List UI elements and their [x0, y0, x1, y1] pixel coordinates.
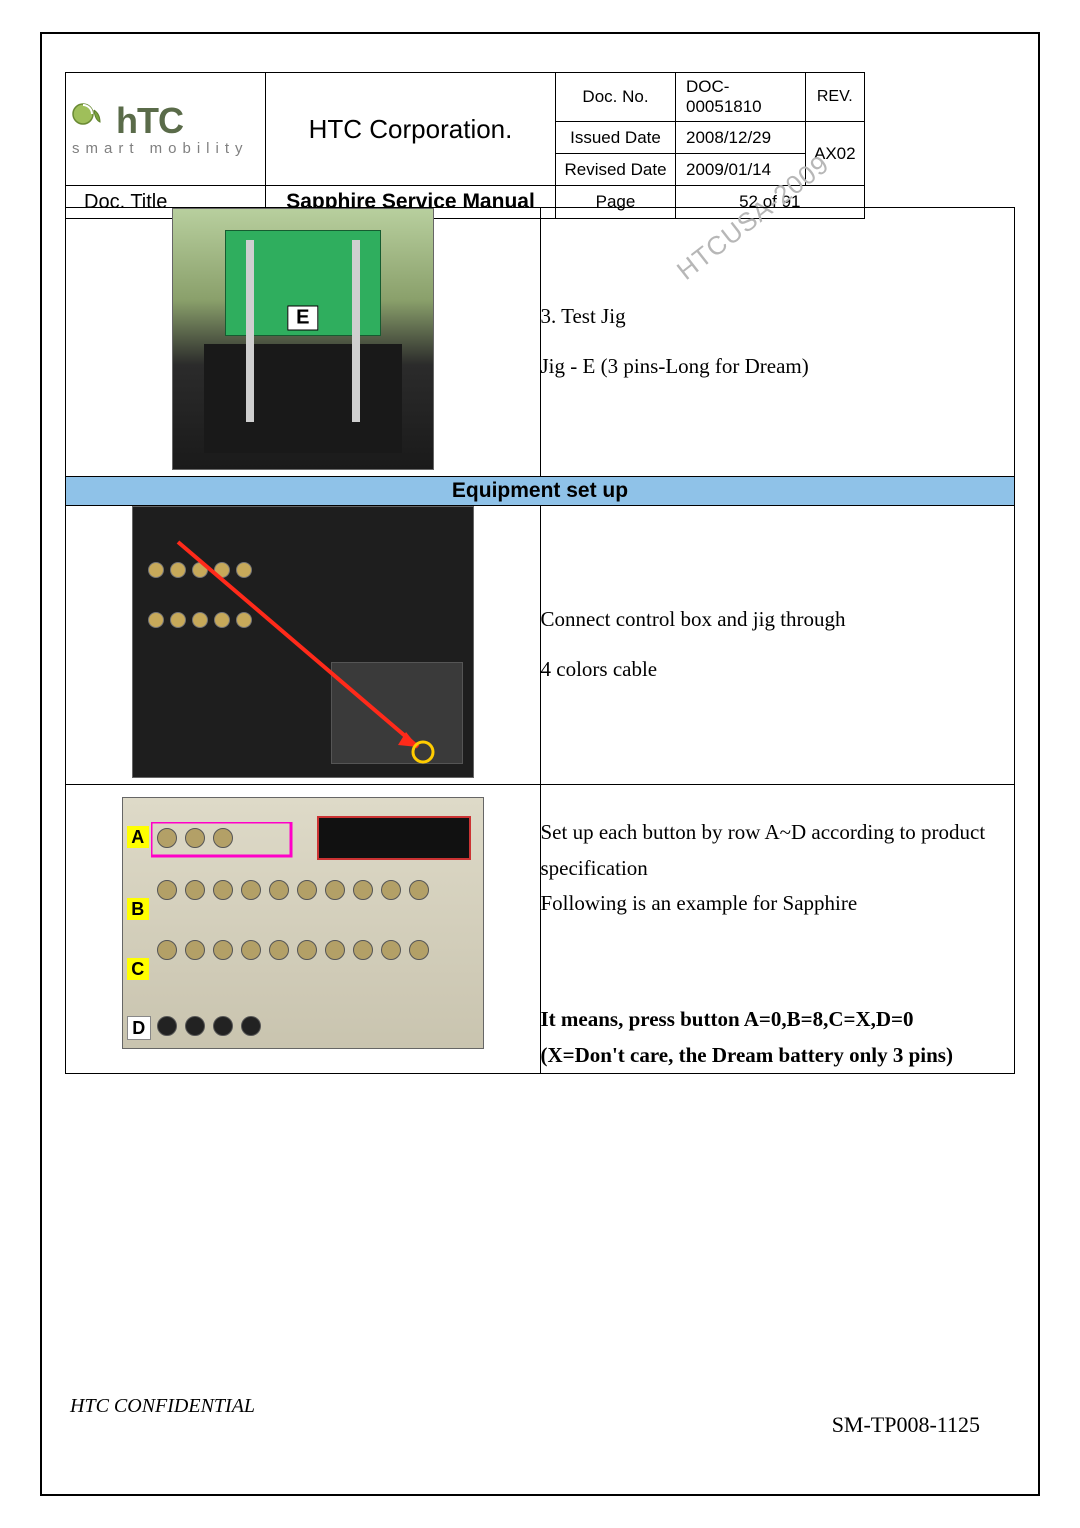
rev-value: AX02 [806, 122, 865, 186]
panel-image-cell: A B C D [66, 785, 541, 1074]
issued-label: Issued Date [556, 122, 676, 154]
logo-subtext: smart mobility [72, 141, 259, 156]
panel-desc-cell: Set up each button by row A~D according … [540, 785, 1015, 1074]
issued-value: 2008/12/29 [676, 122, 806, 154]
logo: hTC smart mobility [72, 102, 259, 156]
section-header: Equipment set up [66, 477, 1015, 506]
panel-image: A B C D [122, 797, 484, 1049]
revised-label: Revised Date [556, 154, 676, 186]
logo-text: hTC [116, 103, 183, 139]
panel-desc-bold1: It means, press button A=0,B=8,C=X,D=0 [541, 1002, 1015, 1038]
jig-desc-cell: 3. Test Jig Jig - E (3 pins-Long for Dre… [540, 208, 1015, 477]
revised-value: 2009/01/14 [676, 154, 806, 186]
panel-desc-line1: Set up each button by row A~D according … [541, 815, 1015, 886]
panel-label-b: B [127, 898, 149, 920]
control-desc-line1: Connect control box and jig through [541, 602, 1015, 638]
doc-no-value: DOC-00051810 [676, 73, 806, 122]
panel-desc-line2: Following is an example for Sapphire [541, 886, 1015, 922]
rev-label: REV. [806, 73, 865, 122]
panel-label-a: A [127, 826, 149, 848]
jig-desc-line2: Jig - E (3 pins-Long for Dream) [541, 349, 1015, 385]
doc-no-label: Doc. No. [556, 73, 676, 122]
control-desc-cell: Connect control box and jig through 4 co… [540, 506, 1015, 785]
panel-label-d: D [127, 1016, 151, 1040]
footer-confidential: HTC CONFIDENTIAL [70, 1395, 255, 1418]
footer-docref: SM-TP008-1125 [832, 1412, 980, 1438]
control-box-image [132, 506, 474, 778]
doc-header-table: hTC smart mobility HTC Corporation. Doc.… [65, 72, 865, 219]
logo-icon [72, 102, 110, 139]
body-table: E 3. Test Jig Jig - E (3 pins-Long for D… [65, 207, 1015, 1074]
control-image-cell [66, 506, 541, 785]
logo-cell: hTC smart mobility [66, 73, 266, 186]
control-desc-line2: 4 colors cable [541, 652, 1015, 688]
jig-desc-line1: 3. Test Jig [541, 299, 1015, 335]
jig-image-cell: E [66, 208, 541, 477]
jig-image: E [172, 208, 434, 470]
jig-tag: E [287, 306, 318, 331]
panel-desc-bold2: (X=Don't care, the Dream battery only 3 … [541, 1038, 1015, 1074]
company-name: HTC Corporation. [266, 73, 556, 186]
panel-label-c: C [127, 958, 149, 980]
